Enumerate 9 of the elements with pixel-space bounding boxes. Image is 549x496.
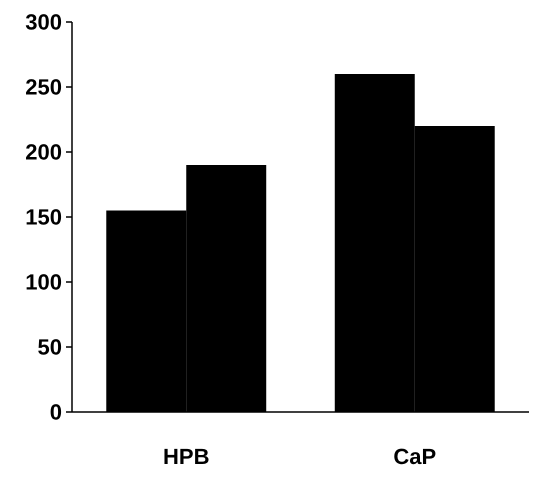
y-tick-label: 50: [38, 334, 62, 360]
x-tick-label: HPB: [163, 444, 210, 469]
y-tick-label: 150: [25, 204, 62, 230]
y-tick-label: 300: [25, 10, 62, 35]
y-tick-label: 200: [25, 140, 62, 165]
x-tick-label: CaP: [393, 444, 436, 469]
y-tick-label: 0: [50, 400, 62, 425]
y-tick-label: 250: [25, 74, 62, 100]
y-tick-label: 100: [25, 270, 62, 295]
